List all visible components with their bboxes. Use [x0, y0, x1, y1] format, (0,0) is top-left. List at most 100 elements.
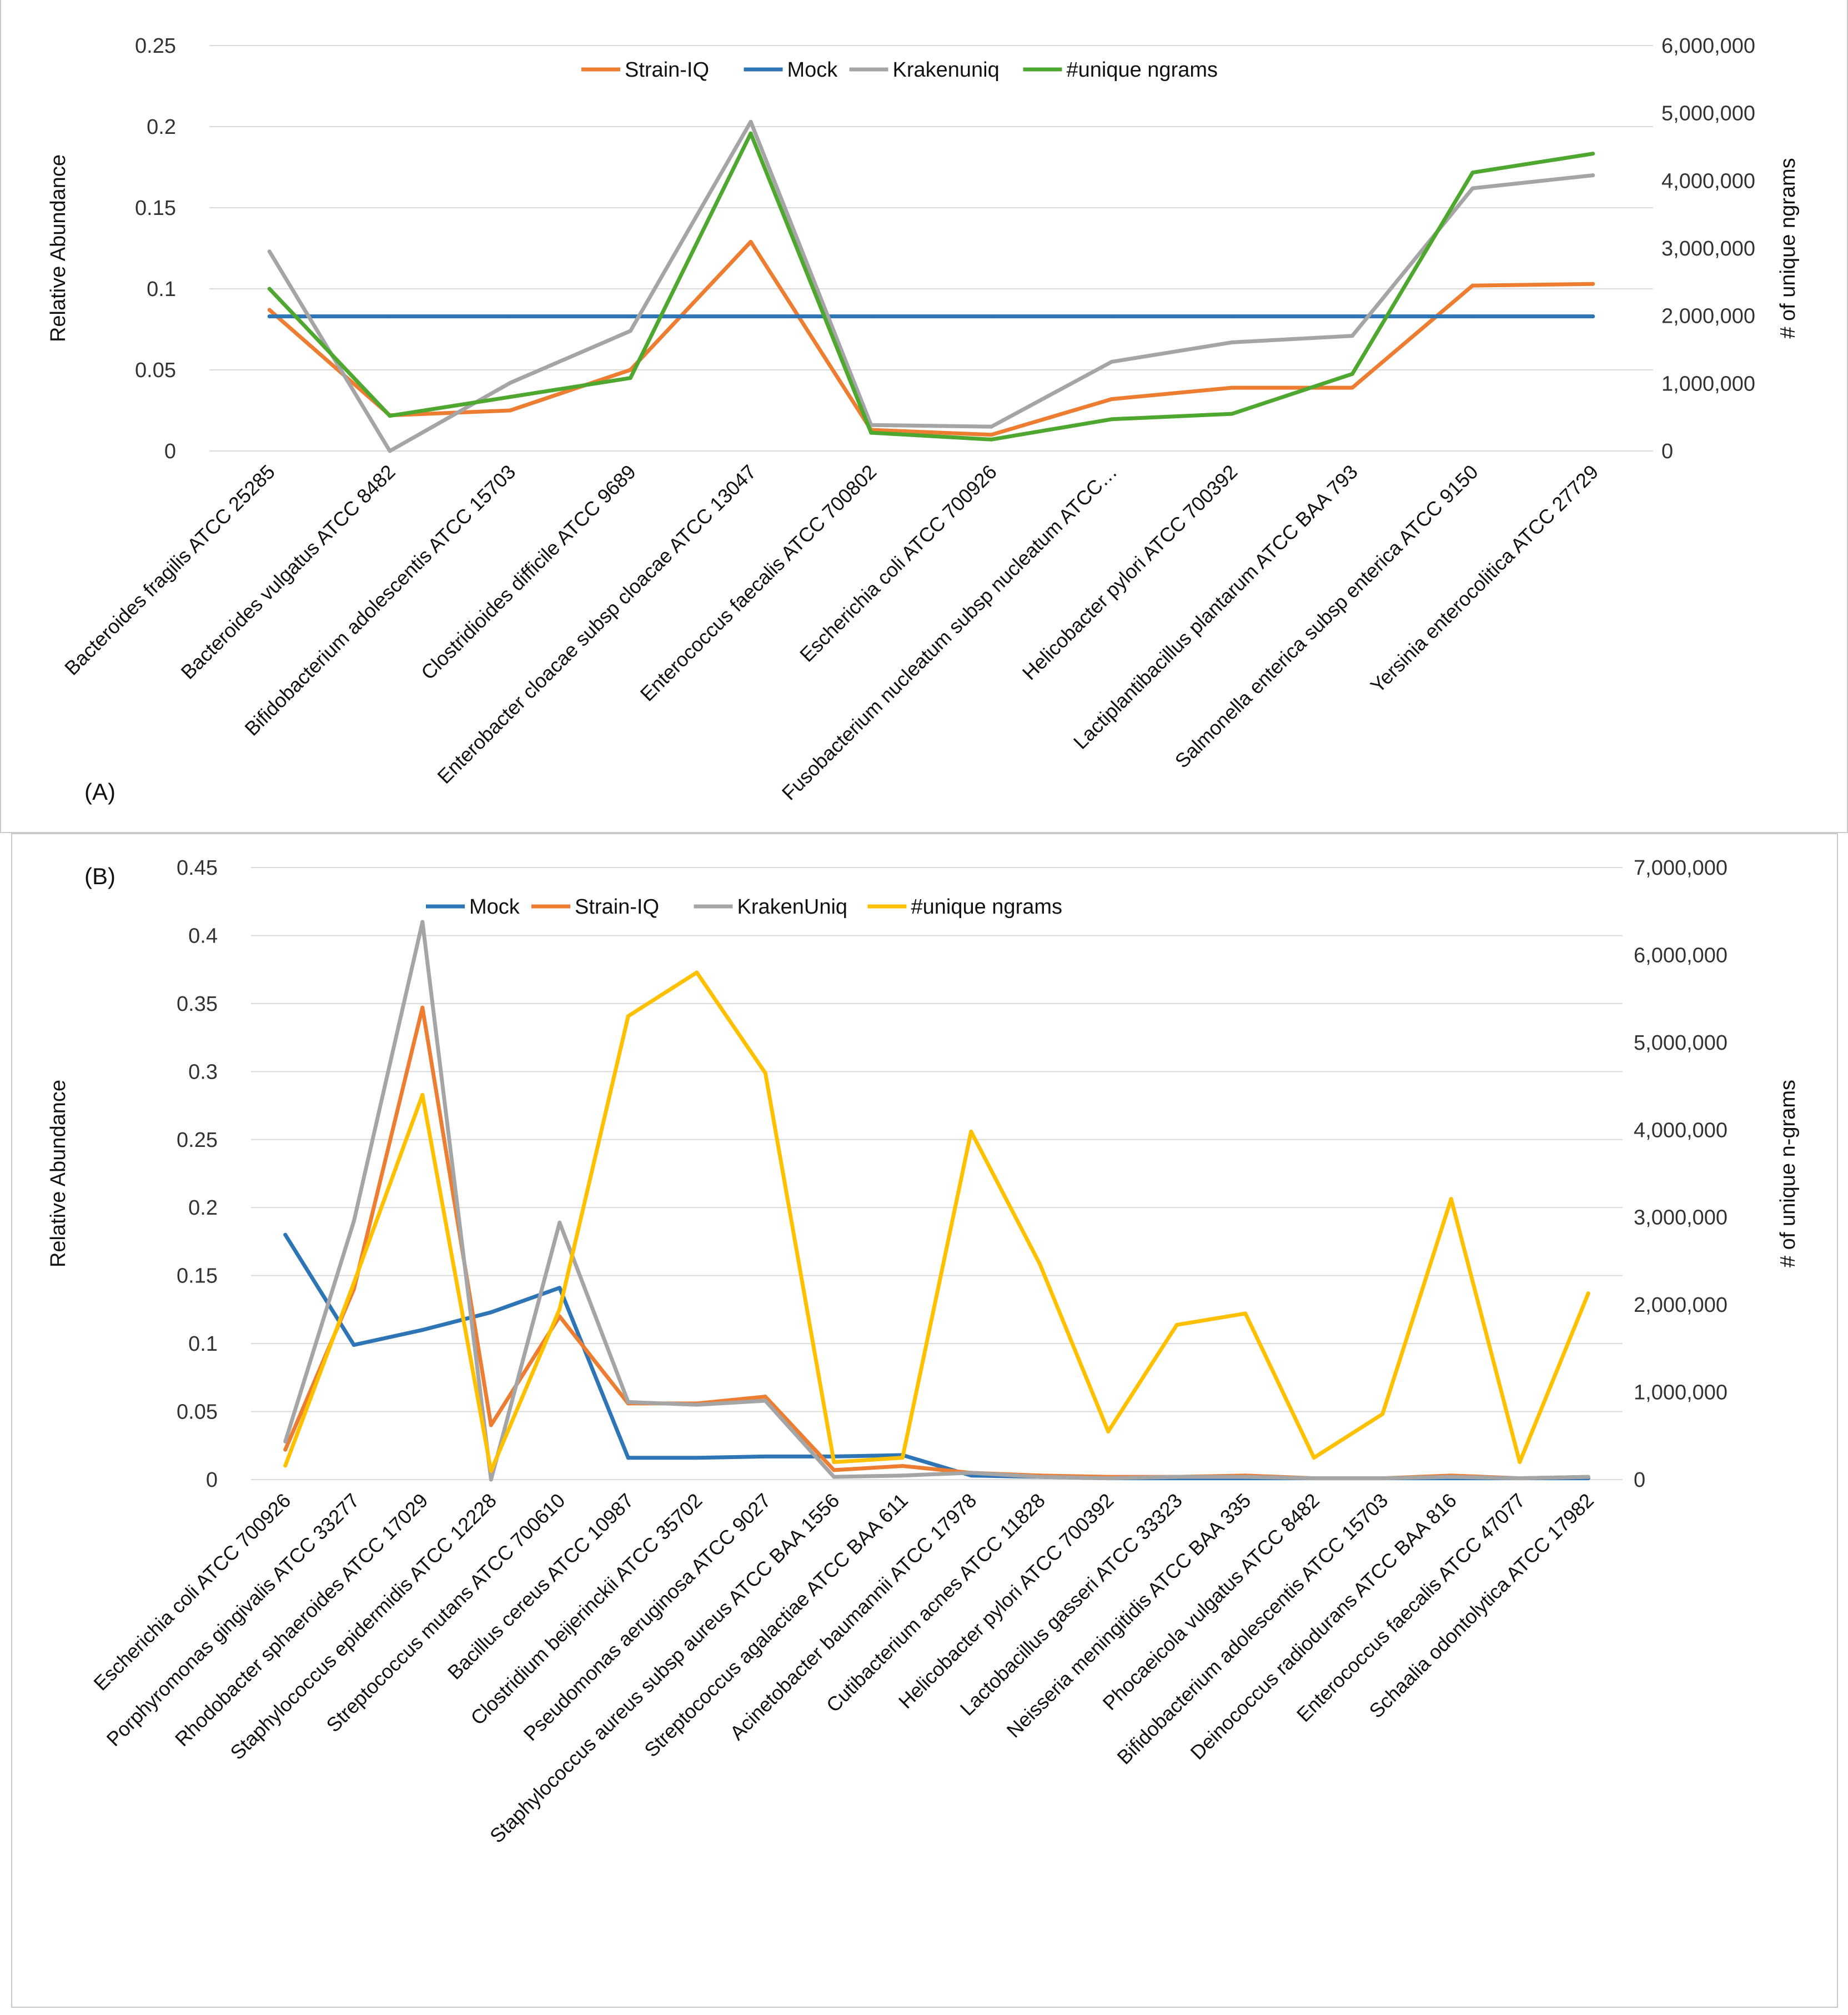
data-point [351, 1281, 356, 1285]
data-point [628, 329, 632, 333]
data-point [508, 395, 513, 399]
data-point [1312, 1476, 1316, 1481]
data-point [1174, 1475, 1179, 1479]
legend-label: Mock [787, 58, 838, 82]
series-line-krakenuniq [283, 920, 1590, 1482]
data-point [489, 1477, 493, 1482]
data-point [558, 1307, 562, 1311]
data-point [1037, 1261, 1042, 1266]
right-tick-label: 4,000,000 [1661, 169, 1755, 193]
data-point [1591, 314, 1595, 319]
left-tick-label: 0.25 [135, 34, 176, 58]
data-point [1230, 340, 1234, 344]
left-tick-label: 0.1 [188, 1332, 218, 1356]
data-point [1037, 1475, 1042, 1479]
category-label: Bifidobacterium adolescentis ATCC 15703 [240, 460, 520, 740]
data-point [900, 1464, 905, 1468]
data-point [558, 1286, 562, 1290]
data-point [695, 1402, 699, 1407]
data-point [388, 449, 392, 453]
data-point [267, 314, 272, 319]
data-point [1586, 1291, 1590, 1296]
data-point [388, 314, 392, 319]
data-point [1109, 397, 1114, 402]
data-point [558, 1220, 562, 1225]
data-point [969, 1129, 973, 1134]
right-tick-label: 2,000,000 [1634, 1294, 1728, 1317]
left-tick-label: 0.2 [188, 1196, 218, 1220]
data-point [1586, 1475, 1590, 1479]
left-tick-label: 0.2 [147, 116, 176, 139]
data-point [626, 1400, 630, 1404]
right-tick-label: 6,000,000 [1661, 34, 1755, 58]
data-point [1380, 1412, 1385, 1416]
data-point [1470, 186, 1475, 191]
data-point [695, 970, 699, 975]
data-point [832, 1468, 836, 1472]
data-point [351, 1343, 356, 1347]
right-tick-label: 7,000,000 [1634, 856, 1728, 880]
data-point [1230, 412, 1234, 416]
data-point [1350, 334, 1354, 338]
data-point [420, 1328, 425, 1332]
data-point [1449, 1475, 1453, 1479]
left-tick-label: 0.45 [177, 856, 218, 880]
category-label: Pseudomonas aeruginosa ATCC 9027 [519, 1489, 775, 1746]
category-label: Neisseria meningitidis ATCC BAA 335 [1002, 1489, 1256, 1742]
data-point [1350, 385, 1354, 390]
right-tick-label: 4,000,000 [1634, 1119, 1728, 1142]
data-point [1243, 1475, 1248, 1479]
data-point [1591, 173, 1595, 178]
data-point [508, 314, 513, 319]
data-point [1470, 171, 1475, 175]
category-label: Lactiplantibacillus plantarum ATCC BAA 7… [1069, 460, 1362, 754]
category-label: Streptococcus mutans ATCC 700610 [322, 1489, 569, 1737]
data-point [832, 1460, 836, 1465]
data-point [420, 1005, 425, 1010]
data-point [628, 314, 632, 319]
data-point [1109, 314, 1114, 319]
legend-label: KrakenUniq [737, 895, 848, 919]
data-point [869, 314, 873, 319]
category-label: Rhodobacter sphaeroides ATCC 17029 [170, 1489, 432, 1751]
category-label: Helicobacter pylori ATCC 700392 [1018, 460, 1242, 684]
data-point [749, 119, 753, 124]
data-point [1106, 1476, 1111, 1481]
category-label: Clostridioides difficile ATCC 9689 [416, 460, 640, 684]
data-point [1380, 1476, 1385, 1481]
right-tick-label: 6,000,000 [1634, 944, 1728, 967]
data-point [989, 433, 993, 437]
legend-label: Mock [469, 895, 520, 919]
series-line--unique-ngrams [267, 131, 1595, 442]
data-point [989, 424, 993, 429]
data-point [749, 314, 753, 319]
data-point [749, 239, 753, 244]
y-axis-left-title: Relative Abundance [47, 1080, 70, 1267]
data-point [869, 430, 873, 435]
legend-label: #unique ngrams [1067, 58, 1218, 82]
data-point [1350, 372, 1354, 376]
data-point [508, 408, 513, 413]
data-point [1174, 1322, 1179, 1327]
data-point [489, 1468, 493, 1473]
series-line-strain-iq [267, 239, 1595, 437]
data-point [1350, 314, 1354, 319]
left-tick-label: 0.05 [177, 1401, 218, 1424]
series-line-krakenuniq [267, 119, 1595, 453]
left-tick-label: 0 [164, 440, 176, 463]
data-point [832, 1475, 836, 1479]
category-label: Acinetobacter baumannii ATCC 17978 [725, 1489, 981, 1745]
data-point [1591, 152, 1595, 156]
left-tick-label: 0.3 [188, 1060, 218, 1084]
data-point [626, 1456, 630, 1460]
data-point [388, 414, 392, 418]
data-point [489, 1423, 493, 1427]
left-tick-label: 0.4 [188, 924, 218, 948]
panel-label: (A) [84, 779, 116, 805]
panel-label: (B) [84, 863, 116, 889]
left-tick-label: 0.1 [147, 278, 176, 301]
right-tick-label: 5,000,000 [1661, 102, 1755, 126]
right-tick-label: 2,000,000 [1661, 305, 1755, 328]
data-point [1518, 1460, 1522, 1465]
right-tick-label: 5,000,000 [1634, 1031, 1728, 1055]
